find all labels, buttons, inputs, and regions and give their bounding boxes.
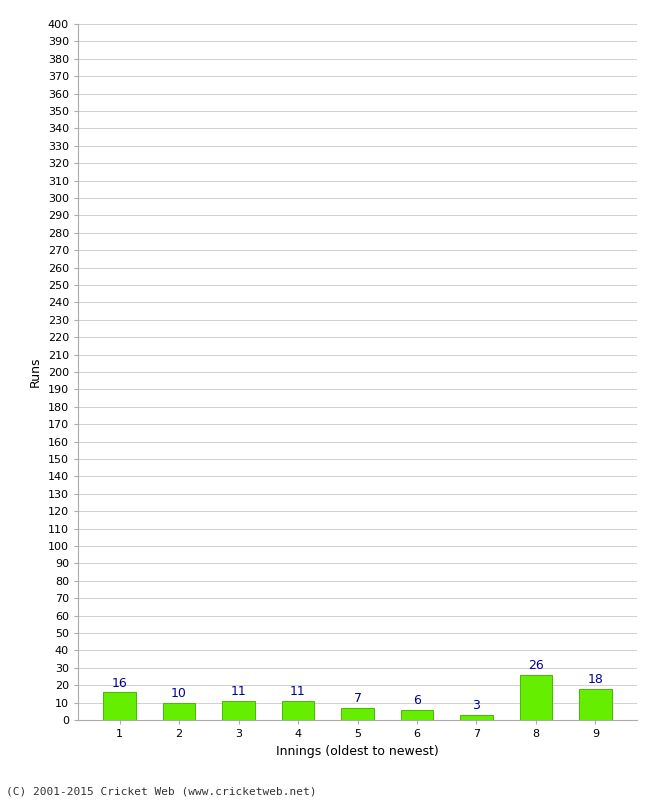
- Text: 11: 11: [290, 686, 306, 698]
- Text: 7: 7: [354, 692, 361, 706]
- Bar: [460, 714, 493, 720]
- Text: 18: 18: [588, 673, 603, 686]
- Text: 3: 3: [473, 699, 480, 712]
- Bar: [103, 692, 136, 720]
- Text: (C) 2001-2015 Cricket Web (www.cricketweb.net): (C) 2001-2015 Cricket Web (www.cricketwe…: [6, 786, 317, 796]
- Bar: [341, 708, 374, 720]
- Text: 6: 6: [413, 694, 421, 707]
- Text: 16: 16: [112, 677, 127, 690]
- Text: 10: 10: [171, 687, 187, 700]
- Y-axis label: Runs: Runs: [29, 357, 42, 387]
- Text: 11: 11: [231, 686, 246, 698]
- Bar: [281, 701, 315, 720]
- Bar: [162, 702, 196, 720]
- Bar: [222, 701, 255, 720]
- X-axis label: Innings (oldest to newest): Innings (oldest to newest): [276, 745, 439, 758]
- Bar: [519, 674, 552, 720]
- Text: 26: 26: [528, 659, 544, 672]
- Bar: [579, 689, 612, 720]
- Bar: [400, 710, 434, 720]
